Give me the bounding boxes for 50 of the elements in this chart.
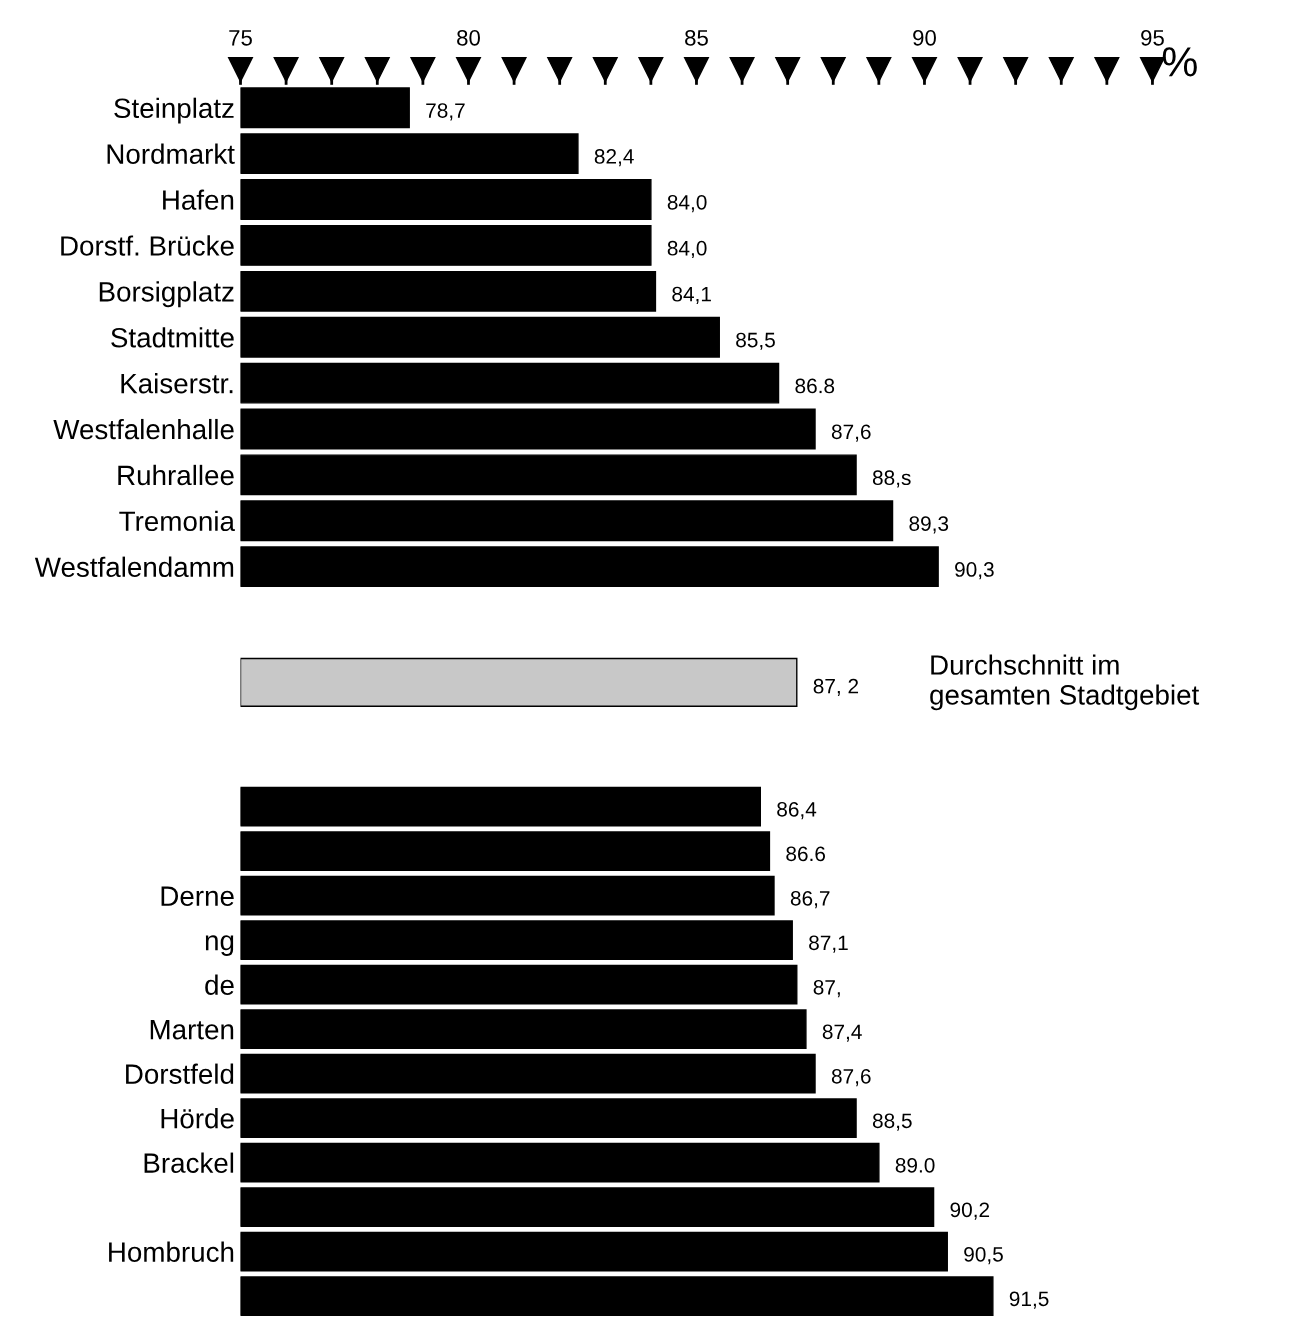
annotation: Durchschnitt im gesamten Stadtgebiet <box>930 654 1200 711</box>
y-tick-label: Dorstf. Brücke <box>61 235 234 256</box>
y-tick-label: Steinplatz <box>114 97 234 124</box>
y-tick-label: Ruhrallee <box>118 464 234 486</box>
data-label: 87, 2 <box>813 678 859 696</box>
data-label: 84,0 <box>667 194 707 213</box>
y-tick-label: Tremonia <box>119 510 235 532</box>
data-label: 86.8 <box>795 378 835 394</box>
data-label: 78,7 <box>426 103 465 121</box>
data-label: 90,2 <box>950 1202 990 1220</box>
x-tick-label: 75 <box>229 30 252 46</box>
x-axis-title: % <box>1162 47 1197 77</box>
y-tick-label: Stadtmitte <box>111 327 234 348</box>
y-tick-label: Hafen <box>163 189 234 210</box>
y-tick-label: Borsigplatz <box>99 281 234 308</box>
data-label: 85,5 <box>736 332 775 350</box>
y-tick-label: Marten <box>150 1020 234 1040</box>
data-label: 87,4 <box>822 1024 862 1042</box>
y-tick-label: Hörde <box>161 1108 234 1129</box>
x-tick-label: 80 <box>457 29 480 46</box>
y-tick-label: Hombruch <box>109 1241 234 1262</box>
data-label: 90,5 <box>964 1246 1003 1265</box>
data-label: 88,s <box>872 470 911 488</box>
data-label: 87,6 <box>831 424 871 442</box>
y-tick-label: Westfalenhalle <box>53 418 234 440</box>
x-tick-label: 90 <box>913 29 936 46</box>
data-label: 82,4 <box>594 149 634 167</box>
data-label: 87,1 <box>809 935 848 953</box>
y-tick-label: ng <box>205 935 234 956</box>
y-tick-label: Nordmarkt <box>107 143 235 164</box>
data-label: 86,4 <box>777 801 817 820</box>
data-label: 88,5 <box>872 1113 912 1131</box>
data-label: 89,3 <box>909 516 949 534</box>
data-label: 84,0 <box>667 240 707 259</box>
y-tick-label: Derne <box>161 886 234 906</box>
x-tick-label: 85 <box>685 29 708 46</box>
data-label: 90,3 <box>955 562 994 580</box>
data-label: 86,7 <box>790 890 830 909</box>
data-label: 91,5 <box>1009 1291 1049 1309</box>
x-tick-label: 95 <box>1141 29 1164 46</box>
y-tick-label: Dorstfeld <box>126 1063 234 1084</box>
data-label: 87, <box>813 979 840 998</box>
y-tick-label: de <box>205 974 234 995</box>
y-tick-label: Brackel <box>144 1152 234 1173</box>
data-label: 87,6 <box>831 1068 871 1087</box>
y-tick-label: Kaiserstr. <box>121 373 233 394</box>
data-label: 86.6 <box>786 846 826 862</box>
y-tick-label: Westfalendamm <box>34 556 234 578</box>
data-label: 89.0 <box>895 1157 935 1173</box>
data-label: 84,1 <box>672 286 711 304</box>
